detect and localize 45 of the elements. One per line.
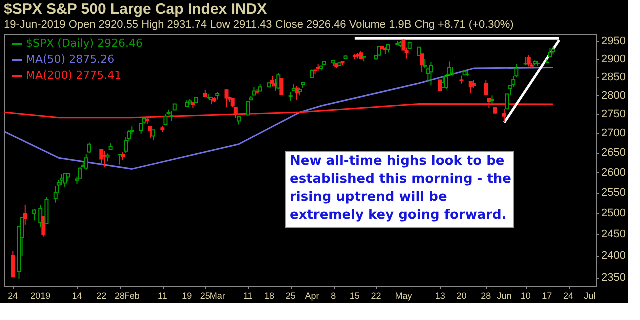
y-tick-label: 2400	[602, 250, 626, 262]
x-tick-label: Jul	[584, 291, 596, 301]
x-tick-label: 28	[481, 291, 492, 301]
y-tick-label: 2550	[602, 187, 626, 200]
x-tick-label: Feb	[124, 291, 140, 301]
x-tick-label: 28	[114, 291, 125, 301]
y-tick-label: 2350	[602, 272, 626, 284]
x-tick-label: 11	[158, 291, 168, 301]
x-tick-label: 2019	[30, 291, 51, 301]
y-tick-label: 2850	[602, 71, 626, 84]
legend-label: MA(50) 2875.26	[26, 53, 115, 66]
y-tick-label: 2800	[602, 90, 626, 102]
y-tick-label: 2950	[602, 36, 626, 48]
x-tick-label: 13	[435, 291, 446, 301]
x-tick-label: 24	[8, 291, 18, 301]
y-tick-label: 2500	[602, 208, 626, 220]
y-tick-label: 2600	[602, 166, 626, 179]
y-tick-label: 2650	[602, 147, 626, 160]
x-tick-label: Apr	[305, 291, 320, 301]
x-tick-label: 22	[371, 291, 382, 301]
chart-title: $SPX S&P 500 Large Cap Index INDX	[4, 1, 268, 18]
legend-label: $SPX (Daily) 2926.46	[26, 37, 144, 50]
x-tick-label: 15	[350, 291, 360, 301]
x-tick-label: 20	[456, 291, 467, 301]
legend-label: MA(200) 2775.41	[26, 69, 122, 82]
x-tick-label: 24	[564, 291, 574, 301]
y-tick-label: 2750	[602, 108, 626, 121]
annotation: New all-time highs look to be established this morning - the rising uptrend will be extremely key going forward.	[290, 154, 512, 223]
y-tick-label: 2450	[602, 228, 626, 241]
chart-subtitle: 19-Jun-2019 Open 2920.55 High 2931.74 Low 2911.43 Close 2926.46 Volume 1.9B Chg +8.71 (+0.30%)	[4, 19, 514, 31]
x-tick-label: 25	[200, 291, 210, 301]
x-tick-label: 11	[243, 291, 253, 301]
x-tick-label: 14	[72, 291, 82, 301]
x-tick-label: Jun	[497, 291, 512, 301]
x-tick-label: 25	[286, 291, 296, 301]
y-tick-label: 2700	[602, 128, 626, 140]
x-tick-label: May	[395, 291, 413, 301]
y-tick-label: 2900	[602, 53, 626, 66]
x-tick-label: Mar	[210, 291, 226, 301]
x-tick-label: 8	[331, 291, 336, 301]
x-tick-label: 18	[264, 291, 274, 301]
x-tick-label: 10	[520, 291, 531, 301]
x-tick-label: 22	[96, 291, 107, 301]
x-tick-label: 17	[542, 291, 552, 301]
x-tick-label: 19	[182, 291, 192, 301]
